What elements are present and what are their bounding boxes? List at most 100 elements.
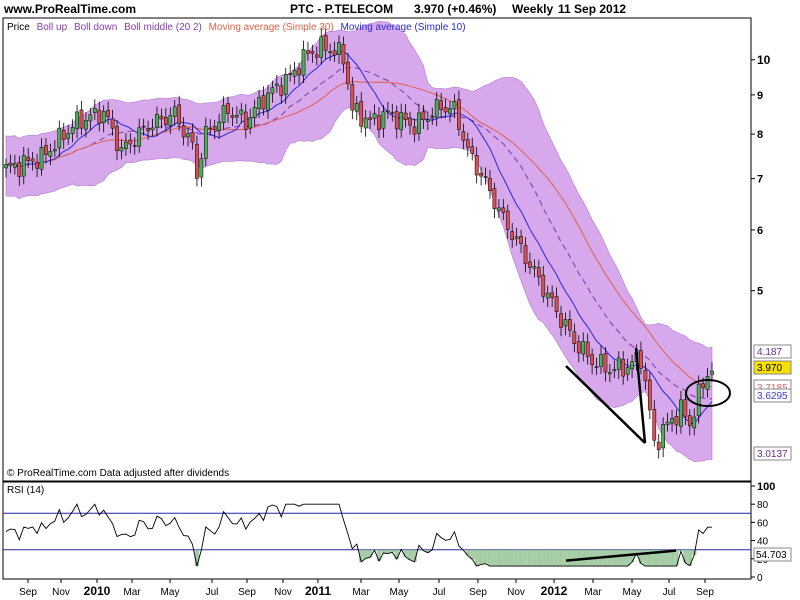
period-label: Weekly bbox=[512, 2, 553, 16]
candle-body bbox=[621, 359, 626, 377]
candle-body bbox=[616, 357, 621, 370]
candle-body bbox=[48, 151, 53, 157]
candle-body bbox=[377, 115, 381, 130]
candle-body bbox=[44, 145, 48, 155]
rsi-label: RSI (14) bbox=[7, 485, 44, 496]
rsi-badge bbox=[753, 547, 792, 562]
rsi-oversold-fill bbox=[474, 549, 479, 567]
candle-body bbox=[439, 100, 443, 110]
time-tick-label: Nov bbox=[52, 587, 70, 598]
boll-down-value: 3.0137 bbox=[757, 449, 788, 460]
candle-body bbox=[332, 50, 337, 56]
candle-body bbox=[150, 127, 155, 131]
time-tick-label: Sep bbox=[19, 587, 37, 598]
rsi-oversold-fill bbox=[563, 549, 568, 567]
candle-body bbox=[474, 155, 479, 176]
candle-body bbox=[261, 95, 266, 110]
candle-body bbox=[612, 369, 617, 372]
candle-body bbox=[70, 127, 75, 134]
candle-body bbox=[195, 143, 199, 179]
candle-body bbox=[239, 109, 244, 115]
rsi-tick-label: 100 bbox=[757, 481, 775, 493]
time-tick-label: Nov bbox=[507, 587, 525, 598]
candle-body bbox=[13, 163, 17, 168]
candle-body bbox=[235, 115, 239, 118]
candle-body bbox=[203, 126, 208, 159]
rsi-oversold-fill bbox=[492, 549, 497, 567]
candle-body bbox=[692, 416, 697, 429]
candle-body bbox=[701, 383, 705, 389]
candle-body bbox=[57, 127, 62, 149]
candle-body bbox=[448, 108, 452, 114]
site-label[interactable]: www.ProRealTime.com bbox=[3, 2, 136, 16]
time-tick-label: 2010 bbox=[84, 584, 111, 598]
rsi-oversold-fill bbox=[194, 549, 200, 567]
rsi-tick-label: 40 bbox=[757, 537, 769, 548]
price-tick-label: 7 bbox=[757, 174, 763, 186]
rsi-oversold-fill bbox=[558, 549, 564, 567]
candle-body bbox=[492, 188, 497, 210]
rsi-oversold-fill bbox=[607, 549, 613, 567]
candle-body bbox=[559, 313, 563, 328]
price-tick-label: 10 bbox=[757, 53, 771, 67]
candle-body bbox=[705, 376, 710, 390]
candle-body bbox=[79, 109, 84, 129]
candle-body bbox=[266, 92, 270, 111]
footer-note: © ProRealTime.com Data adjusted after di… bbox=[7, 468, 229, 479]
rsi-oversold-fill bbox=[381, 549, 386, 553]
rsi-oversold-fill bbox=[514, 549, 519, 567]
candle-body bbox=[394, 111, 399, 130]
ma10-line bbox=[5, 50, 713, 425]
candle-body bbox=[354, 103, 359, 112]
candle-body bbox=[554, 296, 559, 312]
time-tick-label: 2011 bbox=[305, 584, 331, 598]
rsi-oversold-fill bbox=[518, 549, 524, 567]
rsi-oversold-fill bbox=[376, 549, 382, 561]
rsi-oversold-fill bbox=[367, 549, 373, 558]
candle-body bbox=[319, 36, 324, 58]
candle-body bbox=[665, 421, 670, 426]
candle-body bbox=[594, 366, 599, 368]
candle-body bbox=[306, 50, 310, 54]
candle-body bbox=[710, 370, 714, 375]
candle-body bbox=[101, 111, 106, 123]
time-tick-label: May bbox=[390, 587, 409, 598]
candle-body bbox=[132, 145, 137, 147]
candle-body bbox=[363, 117, 368, 129]
candle-body bbox=[483, 176, 488, 178]
candle-body bbox=[119, 147, 124, 152]
candle-body bbox=[243, 111, 248, 130]
candle-body bbox=[399, 112, 404, 131]
candle-body bbox=[528, 261, 532, 268]
rsi-oversold-fill bbox=[403, 549, 408, 557]
candle-body bbox=[106, 110, 110, 118]
candle-body bbox=[696, 383, 701, 417]
rsi-oversold-fill bbox=[554, 549, 559, 567]
candle-body bbox=[323, 34, 328, 51]
candle-body bbox=[647, 379, 652, 411]
rsi-oversold-fill bbox=[390, 549, 395, 553]
candle-body bbox=[275, 83, 279, 87]
candle-body bbox=[425, 119, 430, 122]
rsi-tick-label: 80 bbox=[757, 500, 769, 511]
candle-body bbox=[226, 103, 230, 114]
candle-body bbox=[608, 372, 612, 375]
candle-body bbox=[510, 231, 515, 240]
candle-body bbox=[457, 99, 461, 130]
candle-body bbox=[465, 139, 470, 148]
candle-body bbox=[257, 97, 261, 110]
candle-body bbox=[670, 418, 674, 424]
candle-body bbox=[172, 106, 177, 117]
price-tick-label: 5 bbox=[757, 286, 763, 298]
rsi-oversold-fill bbox=[541, 549, 546, 567]
candle-body bbox=[217, 121, 221, 131]
candle-body bbox=[532, 266, 537, 269]
rsi-oversold-fill bbox=[385, 549, 391, 554]
candle-body bbox=[603, 353, 608, 373]
rsi-oversold-fill bbox=[425, 549, 431, 553]
candle-body bbox=[452, 101, 457, 110]
time-tick-label: Sep bbox=[238, 587, 256, 598]
boll-middle-value: 3.6295 bbox=[757, 391, 788, 402]
candle-body bbox=[297, 68, 301, 76]
